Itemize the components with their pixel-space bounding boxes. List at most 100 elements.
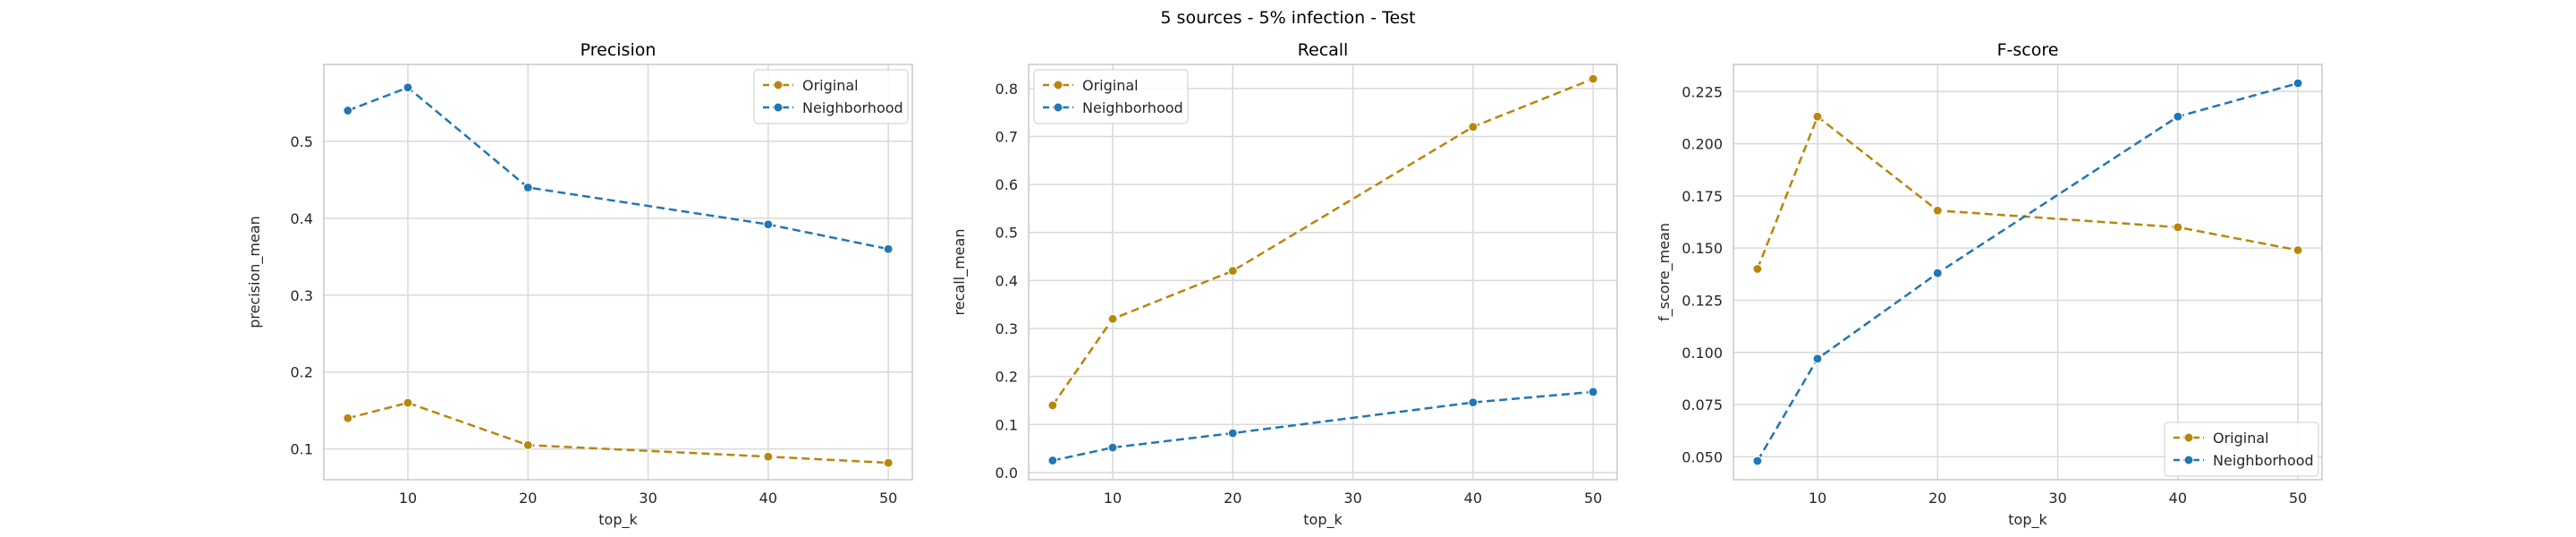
- x-tick-label: 20: [1928, 490, 1946, 507]
- data-point: [1047, 400, 1058, 411]
- y-tick-label: 0.050: [1682, 448, 1723, 465]
- data-point: [402, 397, 413, 408]
- y-tick-label: 0.150: [1682, 240, 1723, 257]
- legend-marker: [1053, 80, 1063, 90]
- x-tick-label: 30: [2048, 490, 2066, 507]
- legend-label: Neighborhood: [2213, 452, 2314, 469]
- data-point: [522, 182, 533, 193]
- data-point: [2292, 244, 2303, 256]
- y-axis-label: f_score_mean: [1656, 223, 1674, 321]
- x-tick-label: 10: [1809, 490, 1826, 507]
- chart-panel-1: 10 20 30 40 50 0.1 0.2 0.3 0.4 0.5 Precision top_k p…: [246, 40, 913, 529]
- x-axis-label: top_k: [598, 511, 638, 529]
- y-tick-label: 0.225: [1682, 83, 1723, 100]
- y-tick-label: 0.4: [996, 272, 1018, 289]
- data-point: [2292, 78, 2303, 89]
- series-original: [1047, 73, 1598, 411]
- x-tick-label: 40: [759, 490, 777, 507]
- legend-label: Original: [802, 77, 859, 94]
- y-tick-label: 0.5: [291, 133, 313, 150]
- chart-panel-2: 10 20 30 40 50 0.0 0.1 0.2 0.3 0.4 0.5 0.6 0.7 0.8 Rec…: [951, 40, 1618, 529]
- y-axis-label: precision_mean: [246, 216, 264, 328]
- legend-marker: [2183, 432, 2194, 443]
- plot-frame: [323, 64, 913, 481]
- y-tick-label: 0.075: [1682, 396, 1723, 413]
- legend-box: [2164, 422, 2319, 477]
- y-tick-label: 0.5: [996, 225, 1018, 242]
- data-point: [763, 219, 774, 230]
- chart-title: Recall: [1298, 40, 1349, 60]
- series-original: [343, 397, 894, 468]
- y-axis-label: recall_mean: [951, 229, 969, 316]
- y-tick-label: 0.4: [291, 210, 313, 227]
- figure-suptitle: 5 sources - 5% infection - Test: [1160, 8, 1415, 28]
- x-tick-label: 20: [1224, 490, 1241, 507]
- data-point: [763, 451, 774, 462]
- data-point: [1752, 456, 1763, 466]
- data-point: [1932, 268, 1943, 278]
- y-tick-label: 0.200: [1682, 136, 1723, 153]
- y-tick-label: 0.1: [291, 441, 313, 458]
- data-point: [1932, 205, 1943, 216]
- y-tick-label: 0.175: [1682, 188, 1723, 205]
- data-point: [2173, 111, 2183, 122]
- y-tick-label: 0.125: [1682, 292, 1723, 309]
- x-tick-label: 40: [1464, 490, 1482, 507]
- data-point: [1107, 313, 1118, 324]
- y-tick-label: 0.2: [996, 369, 1018, 386]
- data-point: [1752, 263, 1763, 275]
- legend-label: Neighborhood: [802, 99, 903, 116]
- plot-frame: [1028, 64, 1618, 481]
- y-tick-label: 0.6: [996, 176, 1018, 193]
- x-tick-label: 30: [639, 490, 657, 507]
- legend-marker: [1053, 102, 1063, 113]
- x-tick-label: 50: [879, 490, 897, 507]
- series-neighborhood: [1047, 387, 1598, 466]
- chart-title: Precision: [580, 40, 657, 60]
- data-point: [883, 243, 894, 254]
- data-point: [1047, 455, 1058, 466]
- y-tick-label: 0.7: [996, 128, 1018, 145]
- series-neighborhood: [343, 82, 894, 254]
- x-tick-label: 20: [519, 490, 537, 507]
- legend-marker: [773, 80, 784, 90]
- plot-frame: [1733, 64, 2323, 481]
- legend: Original Neighborhood: [753, 69, 909, 124]
- data-point: [1812, 354, 1823, 364]
- data-point: [343, 105, 353, 116]
- legend: Original Neighborhood: [1033, 69, 1189, 124]
- chart-title: F-score: [1997, 40, 2059, 60]
- legend-label: Original: [2213, 430, 2269, 447]
- data-point: [402, 82, 413, 93]
- series-line: [1052, 390, 1594, 462]
- legend-marker: [2183, 455, 2194, 465]
- series-line: [347, 401, 889, 465]
- series-original: [1752, 111, 2303, 275]
- y-tick-label: 0.2: [291, 364, 313, 381]
- legend-marker: [773, 102, 784, 113]
- y-tick-label: 0.100: [1682, 345, 1723, 362]
- x-axis-label: top_k: [2008, 511, 2047, 529]
- legend-box: [1033, 69, 1189, 124]
- data-point: [1812, 111, 1823, 122]
- legend-box: [753, 69, 909, 124]
- data-point: [1107, 442, 1118, 453]
- legend: Original Neighborhood: [2164, 422, 2319, 477]
- series-line: [1051, 77, 1594, 406]
- data-point: [2173, 222, 2183, 233]
- panels: 10 20 30 40 50 0.1 0.2 0.3 0.4 0.5 Precision top_k p…: [246, 40, 2323, 529]
- data-point: [343, 413, 353, 423]
- data-point: [1227, 428, 1238, 439]
- data-point: [1468, 397, 1479, 408]
- data-point: [1468, 122, 1479, 132]
- y-tick-label: 0.3: [291, 287, 313, 304]
- series-line: [1756, 115, 2299, 269]
- data-point: [1588, 387, 1598, 397]
- x-tick-label: 50: [1584, 490, 1602, 507]
- x-tick-label: 10: [1104, 490, 1122, 507]
- series-neighborhood: [1752, 78, 2303, 466]
- x-tick-label: 30: [1343, 490, 1361, 507]
- data-point: [1588, 73, 1598, 84]
- y-tick-label: 0.0: [996, 465, 1018, 482]
